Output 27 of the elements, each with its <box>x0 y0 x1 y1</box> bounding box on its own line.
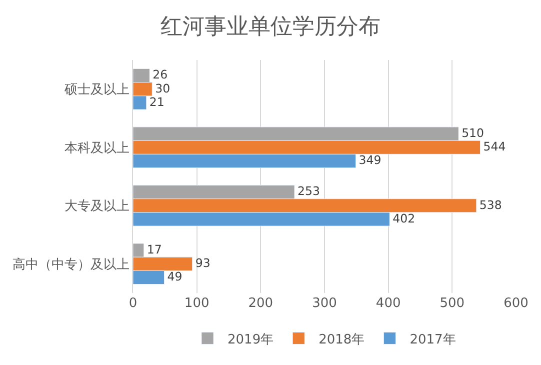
data-label: 544 <box>483 140 506 154</box>
data-label: 253 <box>298 184 320 198</box>
data-label: 538 <box>479 198 502 212</box>
y-tick-label: 高中（中专）及以上 <box>12 256 130 272</box>
x-tick-label: 500 <box>440 296 465 311</box>
y-tick-label: 硕士及以上 <box>63 82 130 98</box>
y-tick-label: 本科及以上 <box>64 140 130 156</box>
data-label: 49 <box>167 270 182 284</box>
data-label: 30 <box>155 81 170 96</box>
x-tick-label: 100 <box>184 296 210 311</box>
data-label: 510 <box>462 126 484 140</box>
legend-label: 2017年 <box>410 332 456 348</box>
data-label: 93 <box>195 256 210 270</box>
x-tick-label: 0 <box>128 296 138 311</box>
data-label: 21 <box>149 94 164 109</box>
x-tick-label: 400 <box>376 296 401 311</box>
legend-label: 2018年 <box>318 332 365 348</box>
data-label: 402 <box>392 211 416 226</box>
data-label: 26 <box>152 68 168 82</box>
x-tick-label: 300 <box>312 296 337 311</box>
chart-title: 红河事业单位学历分布 <box>160 14 380 40</box>
data-label: 349 <box>358 153 382 168</box>
y-tick-label: 大专及以上 <box>64 199 130 214</box>
x-tick-label: 600 <box>504 296 528 311</box>
legend-label: 2019年 <box>228 332 274 348</box>
data-label: 17 <box>146 242 162 256</box>
x-tick-label: 200 <box>248 296 274 311</box>
